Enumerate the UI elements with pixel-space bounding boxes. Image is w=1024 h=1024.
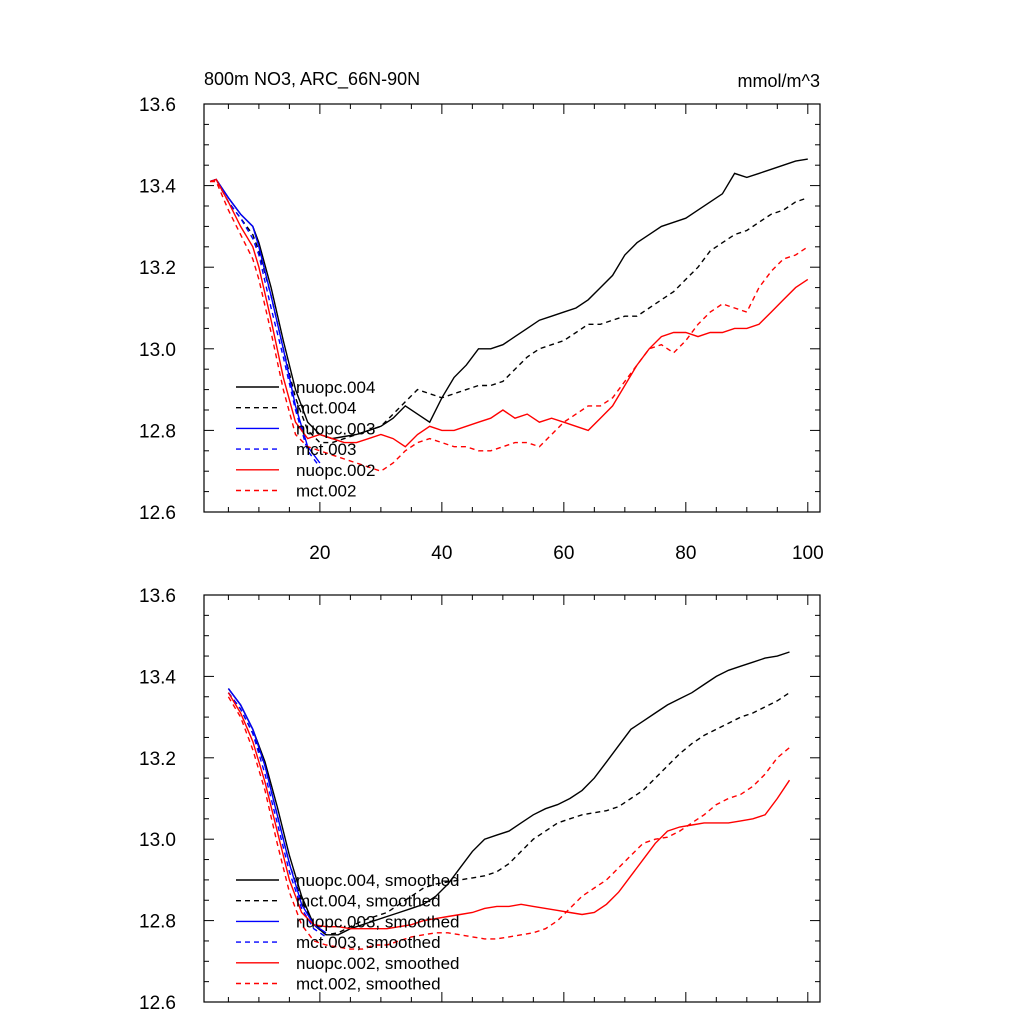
x-tick-label: 100 [792,543,824,564]
legend-label: nuopc.003 [296,419,375,438]
y-tick-label: 13.4 [139,177,176,198]
bottom-panel: 12.6 12.8 13.0 13.2 13.4 13.6 nuopc.004, smoot… [139,586,821,1014]
y-tick-label: 12.6 [139,993,176,1014]
top-panel: 20 40 60 80 100 12.6 12.8 13.0 13.2 13.4 13.6 nuopc… [139,95,824,564]
legend-label: mct.004 [296,399,356,418]
y-tick-label: 13.6 [139,95,176,116]
series-line [209,178,321,468]
series-line [227,696,790,950]
series-line [227,651,790,936]
legend-label: nuopc.002 [296,461,375,480]
x-tick-label: 20 [309,543,330,564]
legend-label: nuopc.002, smoothed [296,954,460,973]
legend-label: nuopc.004, smoothed [296,871,460,890]
series-line [209,178,809,444]
series-line [209,178,321,464]
series-line [210,180,809,472]
y-tick-label: 13.0 [139,830,176,851]
legend-label: mct.002 [296,482,356,501]
chart-title: 800m NO3, ARC_66N-90N [204,69,420,90]
y-tick-label: 13.4 [139,667,176,688]
series-line [227,692,791,930]
y-tick-label: 13.0 [139,340,176,361]
series-line [227,692,327,938]
legend-label: mct.004, smoothed [296,892,441,911]
y-tick-label: 12.8 [139,421,176,442]
units-label: mmol/m^3 [738,71,820,91]
y-tick-label: 12.8 [139,912,176,933]
y-tick-label: 13.2 [139,749,176,770]
y-tick-label: 12.6 [139,503,176,524]
legend-label: nuopc.003, smoothed [296,912,460,931]
legend-label: mct.003, smoothed [296,933,441,952]
x-tick-label: 60 [553,543,574,564]
series-line [209,178,809,448]
x-tick-label: 40 [431,543,452,564]
series-line [209,158,808,440]
x-tick-label: 80 [675,543,696,564]
legend-label: nuopc.004 [296,378,375,397]
legend-label: mct.003 [296,440,356,459]
series-line [227,688,327,934]
series-line [227,692,790,936]
y-tick-label: 13.6 [139,586,176,607]
legend-label: mct.002, smoothed [296,975,441,994]
y-tick-label: 13.2 [139,258,176,279]
